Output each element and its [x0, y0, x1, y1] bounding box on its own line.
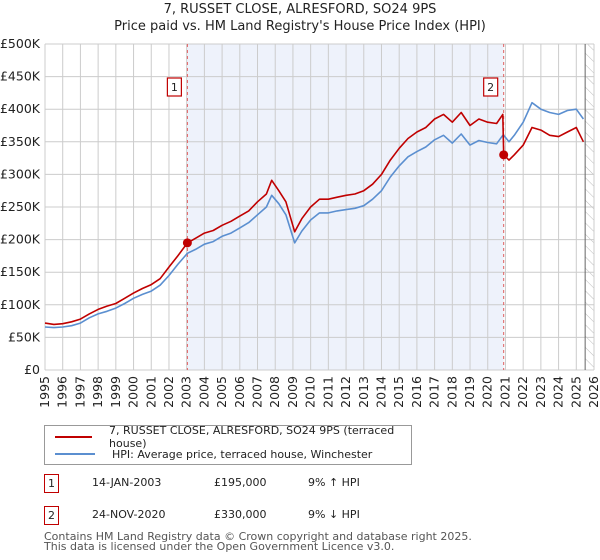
x-tick-label: 2024 [551, 376, 566, 408]
sale-point-marker [182, 238, 192, 248]
y-tick-label: £300K [0, 166, 41, 181]
sale-point-marker [499, 150, 509, 160]
x-tick-label: 2013 [356, 376, 371, 408]
sale-date: 14-JAN-2003 [92, 476, 162, 489]
chart-title: 7, RUSSET CLOSE, ALRESFORD, SO24 9PS [163, 2, 437, 17]
legend-swatch-hpi [55, 453, 95, 455]
price-chart: £0 £50K £100K £150K £200K £250K £300K £350K £400… [0, 36, 600, 408]
sale-price: £330,000 [214, 508, 267, 521]
x-tick-label: 2022 [515, 376, 530, 408]
x-tick-label: 2018 [444, 376, 459, 408]
y-tick-label: £350K [0, 134, 41, 149]
y-tick-label: £400K [0, 101, 41, 116]
sale-label-text: 2 [487, 81, 494, 94]
x-tick-label: 2012 [338, 376, 353, 408]
x-tick-label: 2016 [409, 376, 424, 408]
x-tick-label: 2007 [250, 376, 265, 408]
y-tick-label: £500K [0, 36, 41, 51]
sale-label-text: 1 [171, 81, 178, 94]
x-tick-label: 1999 [108, 376, 123, 408]
sale-label-box [483, 77, 499, 97]
x-tick-label: 2010 [303, 376, 318, 408]
x-tick-label: 2015 [391, 376, 406, 408]
x-tick-label: 2003 [179, 376, 194, 408]
x-tick-label: 2026 [586, 376, 600, 408]
x-tick-label: 2020 [480, 376, 495, 408]
x-tick-label: 2008 [267, 376, 282, 408]
x-tick-label: 2004 [196, 376, 211, 408]
legend-item-hpi: HPI: Average price, terraced house, Winc… [55, 446, 372, 462]
x-tick-label: 2021 [497, 376, 512, 408]
x-tick-label: 2000 [126, 376, 141, 408]
x-tick-label: 1998 [90, 376, 105, 408]
sale-hpi-diff: 9% ↑ HPI [308, 476, 360, 489]
sale-row: 2 24-NOV-2020 £330,000 9% ↓ HPI [44, 506, 444, 526]
y-tick-label: £450K [0, 69, 41, 84]
x-tick-label: 2019 [462, 376, 477, 408]
legend: 7, RUSSET CLOSE, ALRESFORD, SO24 9PS (te… [44, 424, 412, 465]
x-tick-label: 2023 [533, 376, 548, 408]
y-tick-label: £50K [8, 329, 41, 344]
y-tick-label: £200K [0, 232, 41, 247]
sale-price: £195,000 [214, 476, 267, 489]
footer-license: This data is licensed under the Open Gov… [44, 540, 395, 553]
y-tick-label: £250K [0, 199, 41, 214]
sale-label-box [166, 77, 182, 97]
legend-label-hpi: HPI: Average price, terraced house, Winc… [112, 447, 373, 461]
x-tick-label: 2005 [214, 376, 229, 408]
legend-swatch-price-paid [55, 436, 93, 438]
sale-hpi-diff: 9% ↓ HPI [308, 508, 360, 521]
x-tick-label: 2017 [427, 376, 442, 408]
y-tick-label: £150K [0, 264, 41, 279]
footer-copyright: Contains HM Land Registry data © Crown c… [44, 530, 472, 543]
x-tick-label: 2025 [568, 376, 583, 408]
legend-item-price-paid: 7, RUSSET CLOSE, ALRESFORD, SO24 9PS (te… [55, 424, 411, 450]
y-tick-label: £100K [0, 297, 41, 312]
y-tick-label: £0 [24, 362, 40, 377]
x-tick-label: 2009 [285, 376, 300, 408]
sale-marker-badge: 2 [44, 506, 59, 525]
x-tick-label: 1997 [72, 376, 87, 408]
x-tick-label: 2011 [320, 376, 335, 408]
x-tick-label: 2006 [232, 376, 247, 408]
x-tick-label: 2002 [161, 376, 176, 408]
chart-subtitle: Price paid vs. HM Land Registry's House … [114, 19, 486, 34]
price-paid-line [44, 111, 585, 326]
x-tick-label: 1996 [55, 376, 70, 408]
x-tick-label: 2001 [143, 376, 158, 408]
x-tick-label: 1995 [37, 376, 52, 408]
sale-row: 1 14-JAN-2003 £195,000 9% ↑ HPI [44, 474, 444, 494]
sale-marker-badge: 1 [44, 474, 59, 493]
sale-date: 24-NOV-2020 [92, 508, 166, 521]
x-tick-label: 2014 [373, 376, 388, 408]
legend-label-price-paid: 7, RUSSET CLOSE, ALRESFORD, SO24 9PS (te… [109, 424, 395, 450]
footer: Contains HM Land Registry data © Crown c… [44, 530, 472, 553]
